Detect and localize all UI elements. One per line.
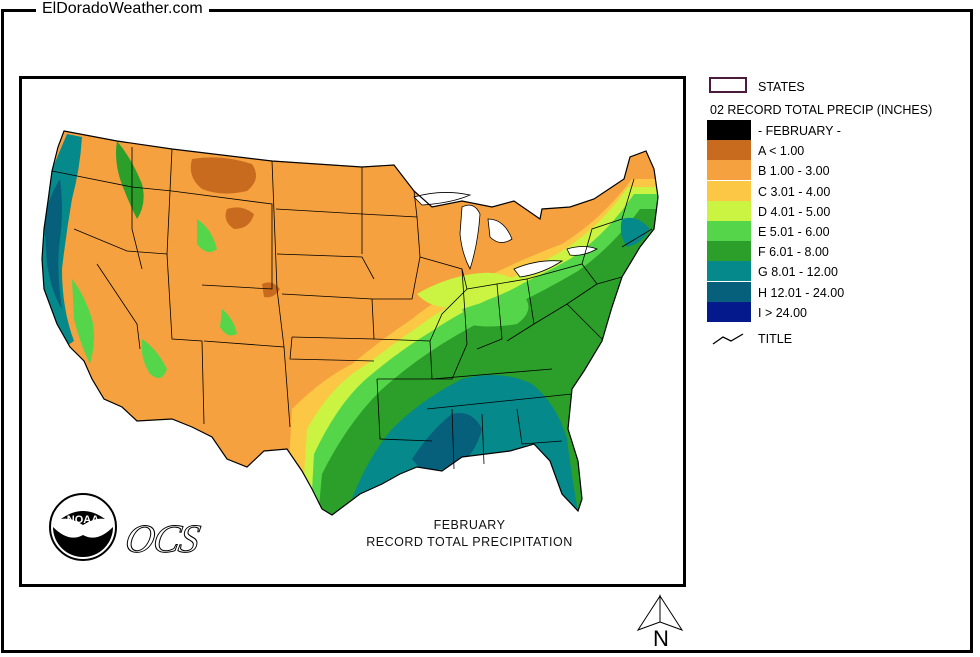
noaa-logo: NOAA <box>49 493 117 561</box>
legend-title-row: TITLE <box>707 330 967 348</box>
legend-item: - FEBRUARY - <box>707 120 967 140</box>
legend-item-label: H 12.01 - 24.00 <box>758 285 845 300</box>
legend-states-row: STATES <box>707 76 967 98</box>
legend-swatch <box>707 120 751 140</box>
legend-items: - FEBRUARY - A < 1.00 B 1.00 - 3.00 C 3.01 … <box>707 120 967 322</box>
legend-item-label: C 3.01 - 4.00 <box>758 184 831 199</box>
legend-states-label: STATES <box>758 80 805 94</box>
legend-item: I > 24.00 <box>707 301 967 322</box>
legend-swatch <box>707 180 751 201</box>
map-title: FEBRUARY RECORD TOTAL PRECIPITATION <box>362 517 577 551</box>
legend-item: D 4.01 - 5.00 <box>707 200 967 221</box>
legend-item: B 1.00 - 3.00 <box>707 160 967 181</box>
north-arrow-icon <box>636 594 684 631</box>
legend-item-label: - FEBRUARY - <box>758 124 841 138</box>
legend-heading: 02 RECORD TOTAL PRECIP (INCHES) <box>710 103 933 117</box>
legend-item: A < 1.00 <box>707 140 967 161</box>
map-title-line2: RECORD TOTAL PRECIPITATION <box>366 535 573 549</box>
legend-item: E 5.01 - 6.00 <box>707 220 967 241</box>
map-panel: NOAA OCS FEBRUARY RECORD TOTAL PRECIPITA… <box>19 76 686 587</box>
states-outline-swatch <box>709 77 747 93</box>
legend-item: G 8.01 - 12.00 <box>707 261 967 282</box>
legend-item-label: D 4.01 - 5.00 <box>758 204 831 219</box>
legend-item: C 3.01 - 4.00 <box>707 180 967 201</box>
map-title-line1: FEBRUARY <box>433 518 506 532</box>
legend-swatch <box>707 241 751 262</box>
precipitation-map <box>41 130 659 516</box>
title-line-icon <box>712 333 744 345</box>
legend-swatch <box>707 261 751 282</box>
ocs-logo: OCS <box>122 516 204 562</box>
legend-item: F 6.01 - 8.00 <box>707 241 967 262</box>
legend-swatch <box>707 160 751 181</box>
legend-item-label: I > 24.00 <box>758 305 807 320</box>
north-label: N <box>653 626 669 651</box>
legend-item-label: A < 1.00 <box>758 144 805 159</box>
legend-item-label: G 8.01 - 12.00 <box>758 265 838 280</box>
legend-title-label: TITLE <box>758 332 793 346</box>
page-frame <box>1 9 973 653</box>
legend: STATES 02 RECORD TOTAL PRECIP (INCHES) -… <box>707 76 967 346</box>
legend-item-label: B 1.00 - 3.00 <box>758 164 830 179</box>
legend-swatch <box>707 281 751 302</box>
legend-item-label: E 5.01 - 6.00 <box>758 224 830 239</box>
legend-swatch <box>707 301 751 322</box>
legend-swatch <box>707 220 751 241</box>
noaa-logo-text: NOAA <box>67 514 99 526</box>
legend-swatch <box>707 140 751 161</box>
site-title[interactable]: ElDoradoWeather.com <box>36 0 209 18</box>
legend-item-label: F 6.01 - 8.00 <box>758 245 829 260</box>
legend-swatch <box>707 200 751 221</box>
legend-item: H 12.01 - 24.00 <box>707 281 967 302</box>
